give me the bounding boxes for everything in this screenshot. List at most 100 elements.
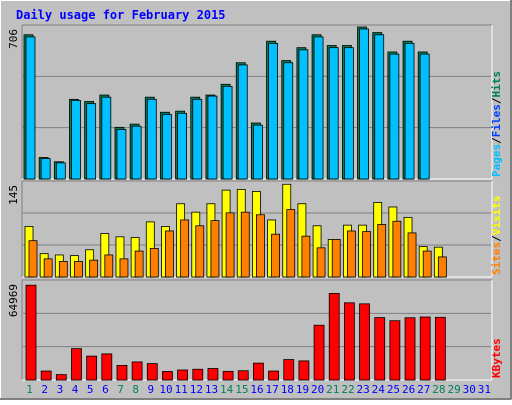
kbytes-bar: [55, 374, 67, 381]
legend-entry-sites: Sites: [490, 242, 503, 275]
legend: Sites/Visits: [490, 196, 503, 276]
sites-bar: [392, 220, 402, 278]
x-tick-label: 26: [402, 383, 415, 396]
kbytes-bar: [192, 368, 204, 381]
sites-bar: [89, 259, 99, 278]
kbytes-bar: [434, 316, 446, 381]
sites-bar: [195, 225, 205, 278]
sites-bar: [422, 250, 432, 278]
legend: Pages/Files/Hits: [490, 71, 503, 177]
pages-bar: [313, 36, 324, 180]
sites-bar: [225, 212, 235, 278]
x-tick-label: 2: [41, 383, 48, 396]
y-max-label: 145: [7, 185, 20, 205]
x-tick-label: 15: [235, 383, 248, 396]
pages-bar: [328, 47, 339, 180]
x-tick-label: 3: [57, 383, 64, 396]
x-tick-label: 25: [387, 383, 400, 396]
sites-bar: [149, 248, 159, 278]
kbytes-bar: [237, 370, 249, 381]
sites-bar: [240, 211, 250, 278]
x-tick-label: 21: [326, 383, 339, 396]
kbytes-bar: [268, 370, 279, 381]
x-tick-label: 9: [148, 383, 155, 396]
pages-bar: [404, 42, 415, 180]
sites-bar: [104, 254, 114, 278]
sites-bar: [180, 219, 190, 278]
sites-bar: [331, 238, 341, 278]
pages-bar: [71, 100, 81, 180]
kbytes-bar: [253, 362, 264, 381]
kbytes-bar: [131, 361, 143, 381]
sites-bar: [437, 256, 447, 278]
kbytes-bar: [146, 363, 158, 381]
x-tick-label: 13: [205, 383, 218, 396]
x-tick-label: 30: [463, 383, 476, 396]
visits-sites-panel: 145 Sites/Visits: [7, 180, 503, 278]
legend-entry-files: Files: [490, 104, 503, 137]
pages-bar: [298, 49, 309, 180]
legend-separator: /: [490, 235, 503, 242]
pages-bar: [207, 95, 218, 180]
sites-bar: [316, 247, 326, 278]
sites-bar: [256, 214, 265, 278]
pages-bar: [237, 64, 248, 180]
pages-bar: [253, 124, 263, 180]
kbytes-bar: [404, 317, 416, 381]
pages-bar: [40, 158, 51, 180]
legend-entry-hits: Hits: [490, 71, 503, 98]
x-tick-label: 11: [175, 383, 188, 396]
legend-entry-visits: Visits: [490, 196, 503, 236]
x-tick-label: 29: [447, 383, 460, 396]
kbytes-bar: [101, 353, 113, 381]
kbytes-bar: [222, 370, 234, 381]
x-tick-label: 24: [372, 383, 386, 396]
legend-separator: /: [490, 137, 503, 144]
sites-bar: [407, 232, 417, 278]
kbytes-bar: [40, 370, 52, 381]
x-tick-label: 19: [296, 383, 309, 396]
pages-bar: [177, 112, 188, 180]
kbytes-bar: [328, 293, 340, 381]
kbytes-bar: [71, 348, 82, 381]
kbytes-bar: [343, 302, 355, 381]
sites-bar: [119, 258, 129, 278]
x-tick-label: 12: [190, 383, 203, 396]
kbytes-bar: [25, 284, 37, 381]
sites-bar: [362, 231, 371, 278]
x-axis-day-labels: 1 2 3 4 5 6 7 8 9 10 11 12 13 14 15 16 17 18 19 20 21 22 23 24 2…: [26, 383, 491, 396]
x-tick-label: 10: [159, 383, 172, 396]
pages-bar: [131, 125, 142, 180]
kbytes-bar: [313, 324, 325, 381]
pages-bar: [116, 129, 127, 180]
x-tick-label: 27: [417, 383, 430, 396]
y-max-label: 64969: [7, 284, 20, 317]
x-tick-label: 14: [220, 383, 234, 396]
x-tick-label: 6: [102, 383, 109, 396]
pages-bar: [86, 103, 97, 180]
sites-bar: [58, 261, 68, 278]
x-tick-label: 31: [478, 383, 491, 396]
x-tick-label: 22: [341, 383, 354, 396]
kbytes-bar: [177, 369, 189, 381]
pages-bar: [389, 53, 400, 180]
pages-bar: [374, 34, 385, 180]
x-tick-label: 16: [250, 383, 263, 396]
sites-bar: [271, 233, 280, 278]
kbytes-bar: [374, 317, 386, 381]
kbytes-bar: [359, 303, 370, 381]
pages-bar: [419, 53, 430, 180]
pages-bar: [268, 42, 278, 180]
x-tick-label: 18: [281, 383, 294, 396]
pages-bar: [25, 36, 36, 180]
sites-bar: [286, 209, 296, 278]
pages-bar: [55, 162, 66, 180]
sites-bar: [28, 240, 38, 278]
pages-bar: [101, 96, 112, 180]
kbytes-bar: [298, 360, 310, 381]
pages-bar: [343, 47, 354, 180]
legend-entry-pages: Pages: [490, 144, 503, 177]
